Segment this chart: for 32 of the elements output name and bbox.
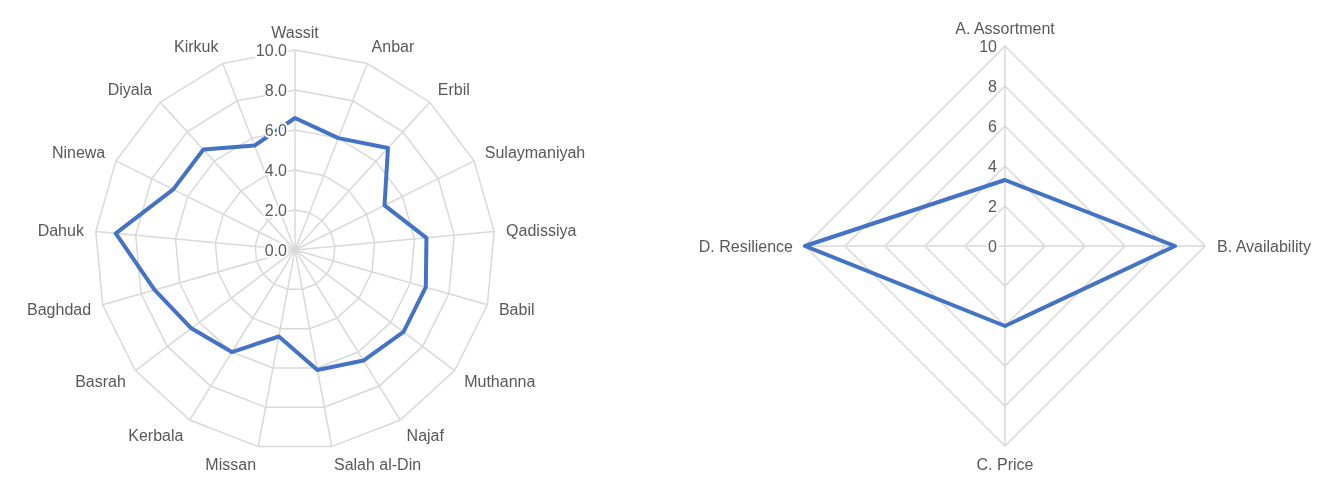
y-tick-label: 0.0 <box>264 241 288 259</box>
spoke-label: Salah al-Din <box>333 455 422 473</box>
spoke-label: Diyala <box>107 80 153 98</box>
spoke-label: C. Price <box>976 455 1034 473</box>
spoke-label: Sulaymaniyah <box>484 144 586 162</box>
y-tick-label: 6 <box>988 117 998 135</box>
spoke-label: Ninewa <box>51 144 106 162</box>
spoke-label: Najaf <box>406 426 445 444</box>
y-tick-label: 8.0 <box>264 81 288 99</box>
y-tick-label: 4.0 <box>264 161 288 179</box>
y-tick-label: 0 <box>988 237 998 255</box>
y-tick-label: 4 <box>988 157 998 175</box>
spoke-label: Basrah <box>75 372 126 390</box>
spoke-label: Anbar <box>371 38 415 56</box>
spoke-label: B. Availability <box>1217 237 1311 255</box>
spoke-label: Wassit <box>271 23 320 41</box>
spoke-label: Dahuk <box>37 221 85 239</box>
spoke-label: Babil <box>498 301 535 319</box>
spoke-label: Kirkuk <box>173 38 220 56</box>
spoke-label: Missan <box>205 455 257 473</box>
spoke-label: Baghdad <box>27 301 92 319</box>
y-tick-label: 2 <box>988 197 998 215</box>
spoke-label: Qadissiya <box>506 221 577 239</box>
spoke-label: Erbil <box>437 80 470 98</box>
spoke-label: D. Resilience <box>698 237 794 255</box>
spoke-label: Kerbala <box>128 426 184 444</box>
y-tick-label: 2.0 <box>264 201 288 219</box>
spoke-label: Muthanna <box>464 372 536 390</box>
y-tick-label: 10.0 <box>255 41 288 59</box>
spoke-label: A. Assortment <box>955 19 1056 37</box>
y-tick-label: 8 <box>988 77 998 95</box>
y-tick-label: 10 <box>979 37 998 55</box>
